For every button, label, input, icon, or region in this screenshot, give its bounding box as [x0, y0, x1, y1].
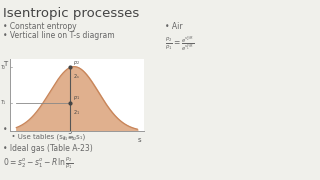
Text: $p_2$: $p_2$ [73, 59, 80, 67]
Text: $0 = s_2^o - s_1^o - R\ln\frac{p_2}{p_1}$: $0 = s_2^o - s_1^o - R\ln\frac{p_2}{p_1}… [3, 156, 73, 172]
Text: $2_1$: $2_1$ [73, 108, 80, 116]
Text: $\frac{p_2}{p_1} = \frac{e^{s_2^o/R}}{e^{s_1^o/R}}$: $\frac{p_2}{p_1} = \frac{e^{s_2^o/R}}{e^… [165, 34, 195, 53]
Text: $T_2$: $T_2$ [0, 63, 7, 72]
Text: • Air: • Air [165, 22, 183, 31]
Text: $T_1$: $T_1$ [0, 98, 7, 107]
Text: • Ideal gas (Table A-23): • Ideal gas (Table A-23) [3, 144, 93, 153]
Text: T: T [4, 61, 8, 67]
Text: $2_s$: $2_s$ [73, 73, 80, 81]
Text: Isentropic processes: Isentropic processes [3, 7, 139, 20]
Text: • Constant entropy: • Constant entropy [3, 22, 76, 31]
Text: • Water and refrigerants: • Water and refrigerants [3, 125, 97, 134]
Text: • Use tables (s₂ = s₁): • Use tables (s₂ = s₁) [7, 134, 85, 141]
Text: s: s [138, 137, 141, 143]
Text: $p_1$: $p_1$ [73, 94, 80, 102]
Text: $s_1\!=\!s_2$: $s_1\!=\!s_2$ [62, 135, 78, 143]
Text: • Vertical line on T-s diagram: • Vertical line on T-s diagram [3, 31, 115, 40]
